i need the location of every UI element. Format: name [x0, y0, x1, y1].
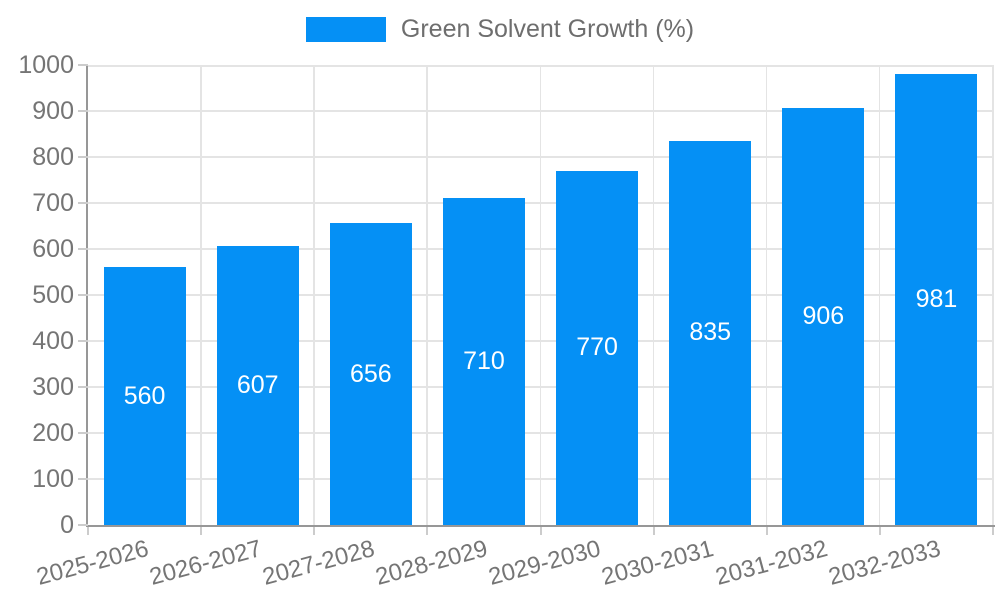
bar-value-label: 607 — [236, 370, 279, 399]
x-grid-line — [313, 65, 315, 525]
bar-value-label: 835 — [689, 318, 732, 347]
y-tick — [78, 386, 88, 388]
y-tick-label: 200 — [32, 419, 74, 447]
x-grid-line — [426, 65, 428, 525]
bar[interactable]: 560 — [103, 267, 186, 525]
bar-value-label: 770 — [576, 333, 618, 362]
y-tick — [78, 294, 88, 296]
x-grid-line — [765, 65, 768, 525]
bar[interactable]: 906 — [782, 108, 865, 525]
x-grid-line — [992, 65, 994, 525]
x-grid-line — [878, 65, 881, 525]
x-tick-label: 2027-2028 — [259, 535, 378, 591]
y-tick — [78, 156, 88, 158]
y-tick — [78, 432, 88, 434]
y-tick-label: 100 — [32, 465, 74, 493]
y-tick-label: 500 — [32, 281, 74, 309]
bar[interactable]: 835 — [669, 140, 752, 525]
bar-value-label: 710 — [463, 347, 505, 376]
y-tick-label: 400 — [32, 327, 74, 355]
bar[interactable]: 607 — [216, 245, 299, 525]
x-tick-label: 2028-2029 — [372, 535, 491, 591]
plot-area: 560 607 656 710 770 835 906 981 — [88, 65, 994, 525]
bar[interactable]: 710 — [442, 198, 525, 525]
x-tick — [652, 527, 655, 535]
x-tick-label: 2029-2030 — [485, 535, 604, 591]
y-tick-label: 0 — [60, 511, 74, 539]
x-tick — [313, 527, 316, 535]
bar[interactable]: 656 — [329, 223, 412, 525]
y-tick — [78, 110, 88, 112]
y-tick-label: 800 — [32, 143, 74, 171]
x-tick-label: 2030-2031 — [599, 535, 717, 591]
x-tick-label: 2032-2033 — [825, 535, 944, 591]
x-tick — [765, 527, 768, 535]
y-tick — [78, 64, 88, 66]
y-tick — [78, 478, 88, 480]
bar-value-label: 981 — [915, 284, 958, 313]
x-grid-line — [200, 65, 202, 525]
y-tick — [78, 202, 88, 204]
bar[interactable]: 770 — [556, 170, 639, 525]
bar-value-label: 656 — [349, 359, 392, 388]
y-tick — [78, 248, 88, 250]
legend-label: Green Solvent Growth (%) — [400, 15, 695, 43]
x-tick — [426, 527, 429, 535]
x-tick — [539, 527, 542, 535]
bar-value-label: 560 — [123, 381, 166, 410]
x-grid-line — [539, 65, 541, 525]
bar[interactable]: 981 — [895, 73, 978, 525]
y-tick-label: 900 — [32, 97, 74, 125]
x-tick-label: 2025-2026 — [33, 535, 152, 591]
x-grid-line — [652, 65, 655, 525]
x-tick-label: 2031-2032 — [712, 535, 831, 591]
x-tick — [87, 527, 89, 535]
bar-value-label: 906 — [802, 302, 845, 331]
y-tick-label: 700 — [32, 189, 74, 217]
x-tick-label: 2026-2027 — [146, 535, 265, 591]
y-tick — [78, 340, 88, 342]
y-tick — [78, 524, 88, 526]
x-tick — [992, 527, 994, 535]
legend[interactable]: Green Solvent Growth (%) — [0, 17, 1000, 42]
y-tick-label: 600 — [32, 235, 74, 263]
x-tick — [878, 527, 881, 535]
y-tick-label: 300 — [32, 373, 74, 401]
legend-swatch — [305, 17, 386, 42]
y-tick-label: 1000 — [18, 51, 74, 79]
x-tick — [200, 527, 203, 535]
x-axis-line — [86, 525, 995, 527]
